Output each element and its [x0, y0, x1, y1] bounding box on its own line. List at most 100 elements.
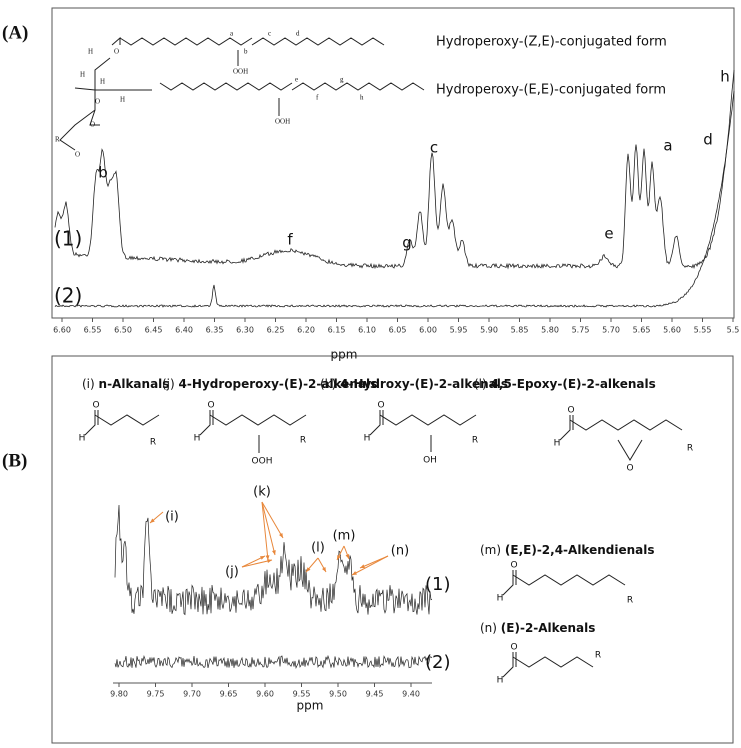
- x-tick-label: 9.80: [110, 690, 128, 699]
- bond: [291, 82, 425, 91]
- atom-label: O: [95, 98, 100, 106]
- arrow-head: [278, 533, 283, 538]
- arrow-head: [337, 555, 341, 560]
- x-tick-label: 5.90: [480, 326, 498, 335]
- x-tick-label: 5.80: [541, 326, 559, 335]
- peak-label: b: [98, 164, 108, 182]
- x-tick-label: 6.50: [114, 326, 132, 335]
- peak-label: a: [663, 137, 672, 155]
- x-tick-label: 6.05: [389, 326, 407, 335]
- atom-label: OH: [423, 456, 437, 466]
- atom-label: H: [79, 434, 86, 444]
- x-tick-label: 6.00: [419, 326, 437, 335]
- trace-label: (2): [54, 284, 82, 308]
- x-tick-label: 6.35: [206, 326, 224, 335]
- bond: [512, 656, 594, 668]
- arrow: [351, 555, 389, 576]
- panel-a-label: (A): [2, 22, 28, 43]
- x-tick-label: 6.25: [267, 326, 285, 335]
- x-tick-label: 5.55: [694, 326, 712, 335]
- bond: [209, 414, 307, 426]
- atom-label: b: [244, 48, 248, 56]
- bond: [251, 37, 385, 46]
- x-tick-label: 9.65: [220, 690, 238, 699]
- form-name: Hydroperoxy-(Z,E)-conjugated form: [436, 35, 667, 50]
- form-name: Hydroperoxy-(E,E)-conjugated form: [436, 83, 666, 98]
- compound-id: (m): [480, 543, 501, 557]
- panel-b-label: (B): [2, 450, 27, 471]
- atom-label: H: [100, 78, 105, 86]
- arrow-head: [352, 571, 357, 575]
- bond: [111, 36, 121, 46]
- atom-label: R: [595, 651, 601, 661]
- bond: [89, 57, 111, 126]
- structures: (i) n-Alkanals(j) 4-Hydroperoxy-(E)-2-al…: [79, 377, 694, 686]
- peak-label: h: [720, 68, 730, 86]
- trace-label: (1): [425, 574, 451, 595]
- bond: [502, 652, 514, 678]
- spectrum-b: 9.80 9.75 9.70 9.65 9.60 9.55 9.50 9.45 9.40 (i) (…: [110, 485, 450, 699]
- bond: [369, 410, 381, 436]
- arrow-head: [306, 567, 311, 572]
- x-tick-label: 5.70: [602, 326, 620, 335]
- trace-label: (1): [54, 227, 82, 251]
- atom-label: H: [194, 434, 201, 444]
- x-tick-label: 5.75: [572, 326, 590, 335]
- atom-label: R: [687, 444, 693, 454]
- atom-label: f: [316, 94, 319, 102]
- peak-label: (n): [391, 544, 409, 559]
- arrow: [261, 501, 284, 539]
- trace-label: (2): [425, 652, 451, 673]
- atom-label: O: [510, 561, 517, 571]
- compound-title: 4,5-Epoxy-(E)-2-alkenals: [491, 377, 656, 391]
- x-tick-label: 5.5: [727, 326, 740, 335]
- atom-label: R: [300, 436, 306, 446]
- atom-label: H: [497, 676, 504, 686]
- bond: [502, 570, 514, 596]
- atom-label: R: [55, 136, 60, 144]
- x-tick-label: 6.20: [297, 326, 315, 335]
- atom-label: H: [80, 71, 85, 79]
- atom-label: c: [268, 30, 271, 38]
- compound-name: (j) 4-Hydroperoxy-(E)-2-alkenals: [162, 377, 377, 391]
- atom-label: O: [114, 48, 119, 56]
- arrow: [359, 555, 389, 569]
- peak-label: g: [402, 234, 412, 252]
- arrow: [261, 501, 276, 556]
- x-tick-label: 5.65: [633, 326, 651, 335]
- atom-label: R: [150, 438, 156, 448]
- peak-label: e: [604, 225, 613, 243]
- peak-label: (m): [333, 529, 356, 544]
- bond: [74, 87, 96, 91]
- atom-label: d: [296, 30, 300, 38]
- panel-b-frame: [51, 355, 734, 744]
- bond: [119, 37, 253, 46]
- trace: [54, 91, 735, 308]
- bond: [617, 439, 643, 461]
- compound-title: 4-Hydroperoxy-(E)-2-alkenals: [179, 377, 378, 391]
- x-tick-label: 9.40: [402, 690, 420, 699]
- arrow-head: [272, 550, 276, 555]
- arrow-head: [260, 556, 265, 560]
- x-tick-label: 9.50: [329, 690, 347, 699]
- atom-label: O: [510, 643, 517, 653]
- compound-id: (i): [82, 377, 95, 391]
- compound-name: (n) (E)-2-Alkenals: [480, 621, 595, 635]
- arrow: [261, 501, 269, 561]
- x-tick-label: 5.85: [511, 326, 529, 335]
- arrow-head: [360, 564, 365, 568]
- x-tick-label: 6.40: [175, 326, 193, 335]
- compound-title: (E)-2-Alkenals: [501, 621, 596, 635]
- compound-title: n-Alkanals: [99, 377, 170, 391]
- peak-label: f: [287, 231, 293, 249]
- bond: [159, 82, 293, 91]
- compound-title: 4-Hydroxy-(E)-2-alkenals: [340, 377, 508, 391]
- panel-a-frame: [51, 7, 735, 319]
- compound-id: (j): [162, 377, 175, 391]
- x-axis-label: ppm: [297, 699, 324, 713]
- peak-label: (i): [165, 510, 179, 525]
- x-tick-label: 9.70: [183, 690, 201, 699]
- arrow: [241, 559, 273, 568]
- peak-label: (l): [311, 541, 325, 556]
